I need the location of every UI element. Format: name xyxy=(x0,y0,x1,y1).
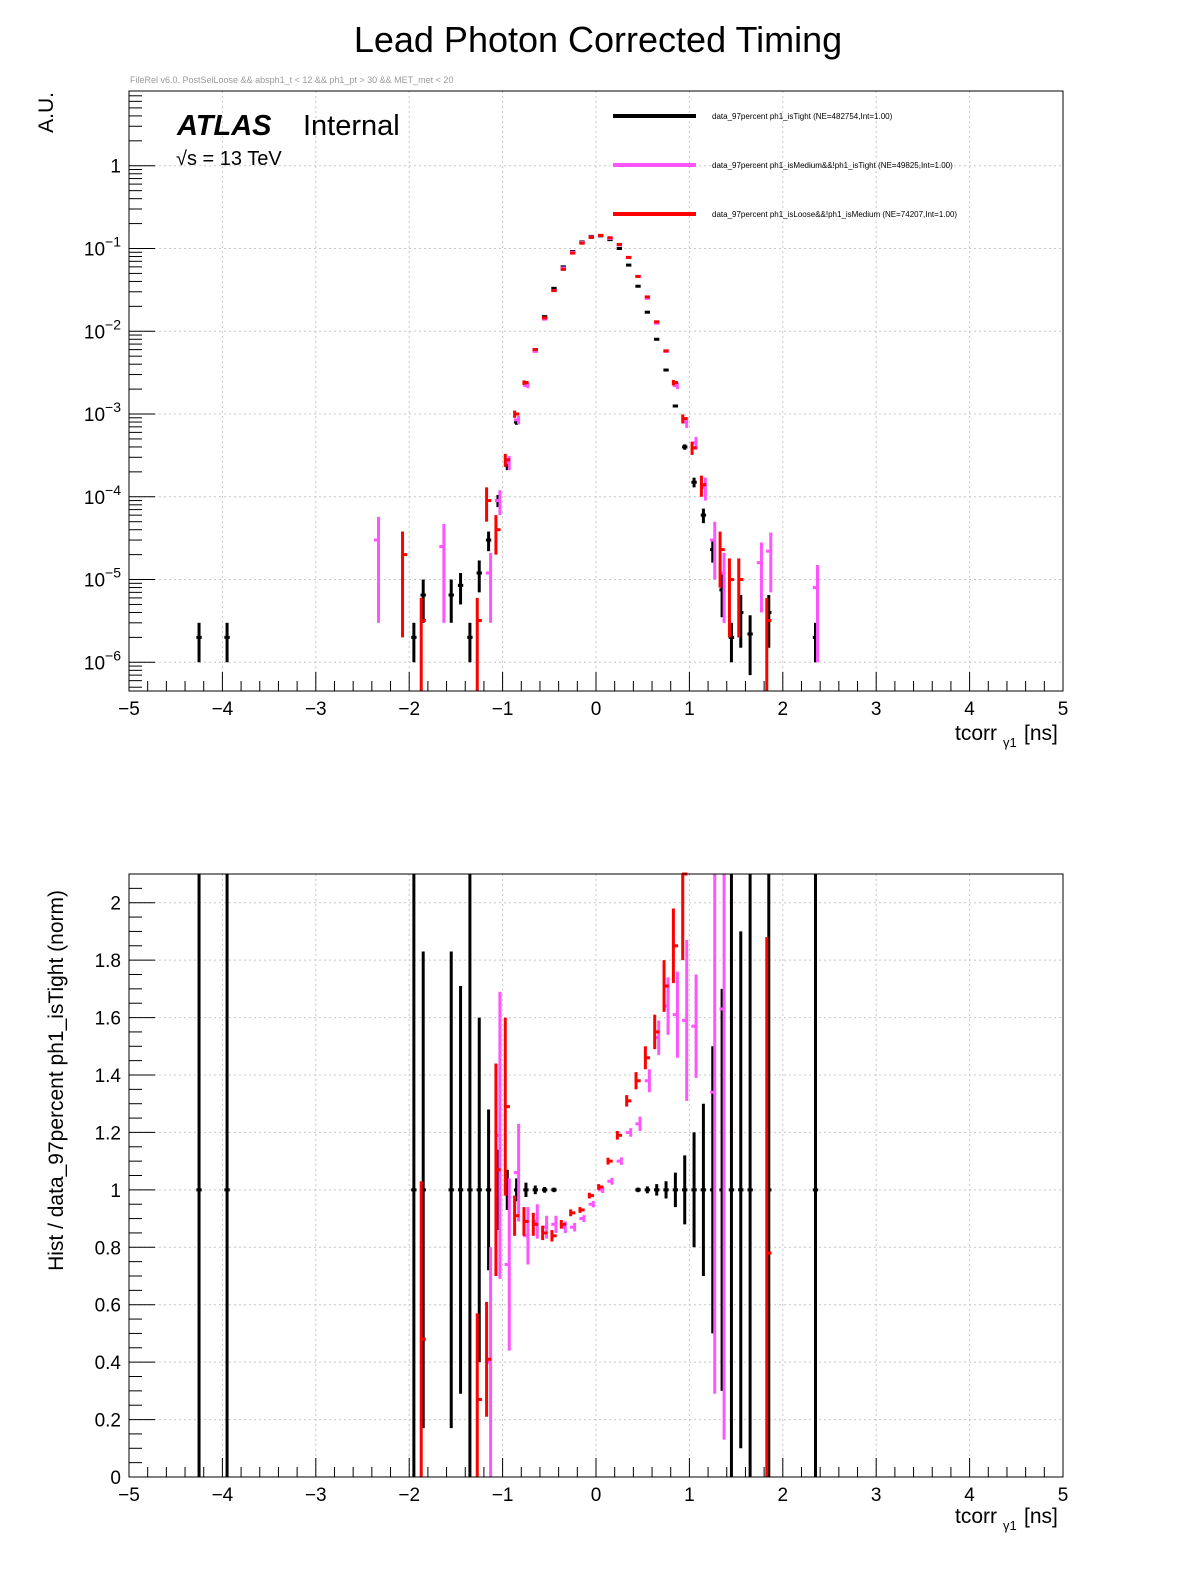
main-x-axis-label-main: tcorr xyxy=(955,722,997,745)
legend-label-loose: data_97percent ph1_isLoose&&!ph1_isMediu… xyxy=(712,210,957,219)
main-x-axis-label-unit: [ns] xyxy=(1024,722,1058,745)
main-x-tick-label: −1 xyxy=(492,699,514,720)
main-y-tick-exponent: −6 xyxy=(105,647,121,663)
main-plot: −5 −4 −3 −2 −1 0 1 2 3 4 5110−110−210−310−410−510−… xyxy=(35,90,1069,750)
main-y-tick-label: 10−6 xyxy=(84,647,121,674)
atlas-label: ATLAS xyxy=(176,110,272,142)
ratio-axis-ticks: −5 −4 −3 −2 −1 0 1 2 3 4 5 0 0.2 0.4 0.6 0.8 1 1.2 1.4 1.6 1… xyxy=(95,873,1069,1506)
main-x-tick-label: 3 xyxy=(871,699,882,720)
main-y-tick-label: 1 xyxy=(110,157,121,178)
ratio-y-tick-label: 0.2 xyxy=(95,1411,121,1432)
ratio-x-tick-label: −3 xyxy=(305,1485,327,1506)
ratio-y-tick-label: 0.4 xyxy=(95,1353,122,1374)
ratio-x-tick-label: 0 xyxy=(591,1485,602,1506)
ratio-y-tick-label: 1.6 xyxy=(95,1009,121,1030)
ratio-x-axis-label: tcorr γ1 [ns] xyxy=(955,1505,1058,1533)
ratio-y-tick-label: 1 xyxy=(110,1181,121,1202)
main-y-tick-base: 1 xyxy=(110,157,121,178)
main-x-tick-label: −4 xyxy=(212,699,234,720)
main-y-tick-base: 10 xyxy=(84,405,105,426)
main-y-tick-label: 10−2 xyxy=(84,316,121,343)
ratio-x-tick-label: 4 xyxy=(964,1485,975,1506)
main-x-tick-label: −5 xyxy=(118,699,140,720)
ratio-plot-frame xyxy=(128,873,1064,1478)
main-y-axis-label: A.U. xyxy=(35,92,58,133)
main-x-axis-label: tcorr γ1 [ns] xyxy=(955,722,1058,750)
ratio-x-tick-label: 1 xyxy=(684,1485,695,1506)
main-x-tick-label: 4 xyxy=(964,699,975,720)
main-plot-frame xyxy=(128,90,1064,692)
ratio-y-axis-label: Hist / data_97percent ph1_isTight (norm) xyxy=(45,890,68,1271)
main-y-tick-exponent: −2 xyxy=(105,316,121,332)
atlas-status-label: Internal xyxy=(303,110,400,142)
ratio-y-tick-label: 1.8 xyxy=(95,951,121,972)
main-data-marks xyxy=(196,233,819,691)
ratio-x-tick-label: 3 xyxy=(871,1485,882,1506)
ratio-x-tick-label: −2 xyxy=(398,1485,420,1506)
main-x-tick-label: −2 xyxy=(398,699,420,720)
main-y-tick-exponent: −1 xyxy=(105,233,121,249)
ratio-y-tick-label: 1.4 xyxy=(95,1066,122,1087)
ratio-plot: −5 −4 −3 −2 −1 0 1 2 3 4 5 0 0.2 0.4 0.6 0.8 1 1.2 1.4 1.6 1… xyxy=(45,872,1069,1533)
ratio-x-axis-label-main: tcorr xyxy=(955,1505,997,1528)
ratio-y-tick-label: 1.2 xyxy=(95,1123,121,1144)
ratio-x-tick-label: 5 xyxy=(1058,1485,1069,1506)
main-gridlines xyxy=(129,91,1063,691)
main-x-axis-label-subscript: γ1 xyxy=(1003,735,1017,750)
ratio-x-tick-label: −4 xyxy=(212,1485,234,1506)
main-y-tick-exponent: −3 xyxy=(105,399,121,415)
main-x-tick-label: 0 xyxy=(591,699,602,720)
ratio-x-tick-label: −5 xyxy=(118,1485,140,1506)
main-y-tick-base: 10 xyxy=(84,239,105,260)
ratio-data-marks xyxy=(196,872,819,1477)
main-y-tick-label: 10−3 xyxy=(84,399,121,426)
main-axis-ticks: −5 −4 −3 −2 −1 0 1 2 3 4 5110−110−210−310−410−510−… xyxy=(84,90,1069,720)
ratio-x-axis-label-unit: [ns] xyxy=(1024,1505,1058,1528)
main-y-tick-label: 10−4 xyxy=(84,482,121,509)
ratio-y-tick-label: 0.8 xyxy=(95,1238,121,1259)
main-x-tick-label: 5 xyxy=(1058,699,1069,720)
chart-title: Lead Photon Corrected Timing xyxy=(354,19,842,60)
main-x-tick-label: 1 xyxy=(684,699,695,720)
ratio-y-tick-label: 0.6 xyxy=(95,1296,121,1317)
ratio-x-tick-label: −1 xyxy=(492,1485,514,1506)
main-y-tick-base: 10 xyxy=(84,653,105,674)
ratio-x-tick-label: 2 xyxy=(778,1485,789,1506)
main-y-tick-base: 10 xyxy=(84,322,105,343)
legend-label-tight: data_97percent ph1_isTight (NE=482754,In… xyxy=(712,112,893,121)
ratio-gridlines xyxy=(129,874,1063,1477)
main-y-tick-label: 10−5 xyxy=(84,565,121,592)
energy-label: √s = 13 TeV xyxy=(176,148,282,170)
ratio-y-tick-label: 2 xyxy=(110,894,121,915)
selection-subtitle: FileRel v6.0. PostSelLoose && absph1_t <… xyxy=(130,75,453,85)
ratio-x-axis-label-subscript: γ1 xyxy=(1003,1518,1017,1533)
main-y-tick-label: 10−1 xyxy=(84,233,121,260)
main-x-tick-label: −3 xyxy=(305,699,327,720)
main-y-tick-base: 10 xyxy=(84,571,105,592)
legend: data_97percent ph1_isTight (NE=482754,In… xyxy=(613,112,957,219)
main-y-tick-exponent: −5 xyxy=(105,565,121,581)
legend-label-medium: data_97percent ph1_isMedium&&!ph1_isTigh… xyxy=(712,161,953,170)
main-y-tick-base: 10 xyxy=(84,488,105,509)
main-y-tick-exponent: −4 xyxy=(105,482,121,498)
ratio-y-tick-label: 0 xyxy=(110,1468,121,1489)
main-x-tick-label: 2 xyxy=(778,699,789,720)
